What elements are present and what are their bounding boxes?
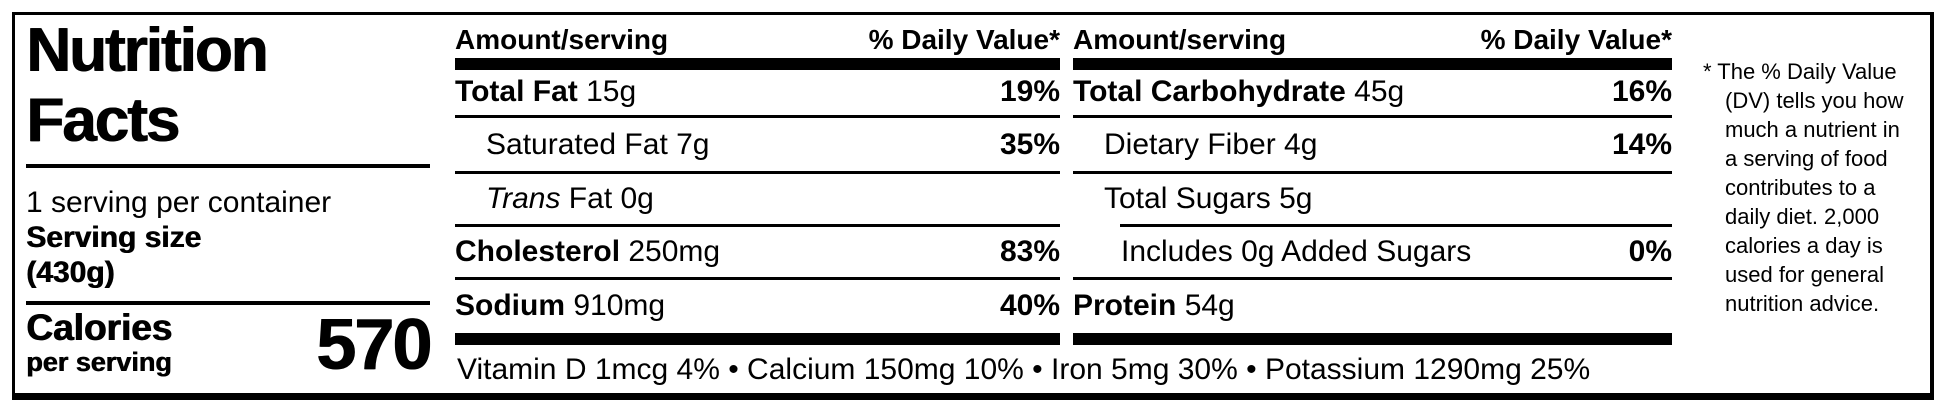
nutrient-row-cholesterol: Cholesterol 250mg 83% bbox=[455, 228, 1060, 276]
nutrient-row-total-fat: Total Fat 15g 19% bbox=[455, 70, 1060, 114]
nutrient-amount: 910mg bbox=[573, 289, 666, 322]
nutrient-row-total-carbohydrate: Total Carbohydrate 45g 16% bbox=[1073, 70, 1672, 114]
thick-divider bbox=[455, 58, 1060, 70]
nutrient-amount: 5g bbox=[1279, 182, 1313, 215]
daily-value: 35% bbox=[999, 127, 1060, 161]
nutrition-facts-title: Nutrition Facts bbox=[26, 16, 268, 155]
nutrient-name: Saturated Fat bbox=[486, 127, 677, 161]
nutrient-row-added-sugars: Includes 0g Added Sugars 0% bbox=[1073, 228, 1672, 276]
daily-value-header: % Daily Value* bbox=[868, 24, 1060, 55]
divider bbox=[1073, 171, 1672, 174]
nutrient-name: Trans bbox=[486, 182, 561, 215]
nutrient-amount: Fat 0g bbox=[560, 182, 654, 215]
nutrient-row-dietary-fiber: Dietary Fiber 4g 14% bbox=[1073, 119, 1672, 170]
daily-value: 0% bbox=[1628, 235, 1672, 268]
thick-divider bbox=[1073, 58, 1672, 70]
divider bbox=[455, 277, 1060, 280]
nutrient-amount: 250mg bbox=[628, 235, 721, 268]
amount-per-serving-header: Amount/serving bbox=[455, 24, 669, 55]
nutrient-name: Sodium bbox=[455, 289, 574, 322]
micronutrients-line: Vitamin D 1mcg 4% • Calcium 150mg 10% • … bbox=[457, 353, 1591, 386]
nutrient-amount: 4g bbox=[1284, 127, 1318, 161]
nutrient-name: Dietary Fiber bbox=[1104, 127, 1285, 161]
nutrient-row-saturated-fat: Saturated Fat 7g 35% bbox=[455, 119, 1060, 170]
calories-sublabel: per serving bbox=[26, 347, 172, 377]
nutrient-name: Total Carbohydrate bbox=[1073, 75, 1355, 108]
daily-value-footnote: * The % Daily Value (DV) tells you how m… bbox=[1703, 59, 1904, 316]
nutrient-name: Protein bbox=[1073, 289, 1185, 322]
nutrient-row-total-sugars: Total Sugars 5g bbox=[1073, 175, 1672, 223]
daily-value: 16% bbox=[1611, 75, 1672, 108]
divider bbox=[1073, 115, 1672, 118]
divider bbox=[1073, 277, 1672, 280]
daily-value-header: % Daily Value* bbox=[1480, 24, 1672, 55]
divider bbox=[455, 115, 1060, 118]
daily-value: 40% bbox=[999, 289, 1060, 322]
calories-value: 570 bbox=[315, 305, 432, 385]
nutrient-row-trans-fat: Trans Fat 0g bbox=[455, 175, 1060, 223]
nutrient-name: Total Fat bbox=[455, 75, 587, 108]
nutrient-amount: 7g bbox=[676, 127, 710, 161]
serving-size-value: (430g) bbox=[26, 256, 115, 289]
nutrient-row-sodium: Sodium 910mg 40% bbox=[455, 281, 1060, 331]
divider bbox=[26, 164, 430, 168]
daily-value: 14% bbox=[1611, 127, 1672, 161]
nutrient-amount: 15g bbox=[586, 75, 637, 108]
nutrient-name: Total Sugars bbox=[1104, 182, 1280, 215]
column-header: Amount/serving % Daily Value* bbox=[455, 24, 1060, 56]
thick-divider bbox=[455, 333, 1060, 345]
nutrient-amount: 45g bbox=[1354, 75, 1405, 108]
divider-indented bbox=[1120, 224, 1672, 227]
divider bbox=[455, 224, 1060, 227]
nutrient-name: Cholesterol bbox=[455, 235, 629, 268]
amount-per-serving-header: Amount/serving bbox=[1073, 24, 1287, 55]
divider bbox=[26, 301, 430, 305]
serving-size-label: Serving size bbox=[26, 221, 202, 254]
nutrient-name: Includes 0g Added Sugars bbox=[1121, 235, 1472, 268]
daily-value: 19% bbox=[999, 75, 1060, 108]
thick-divider bbox=[1073, 333, 1672, 345]
divider bbox=[455, 171, 1060, 174]
column-header: Amount/serving % Daily Value* bbox=[1073, 24, 1672, 56]
nutrient-amount: 54g bbox=[1184, 289, 1235, 322]
nutrient-row-protein: Protein 54g bbox=[1073, 281, 1672, 331]
servings-per-container: 1 serving per container bbox=[26, 186, 332, 219]
daily-value: 83% bbox=[999, 235, 1060, 268]
calories-label: Calories bbox=[26, 307, 173, 348]
